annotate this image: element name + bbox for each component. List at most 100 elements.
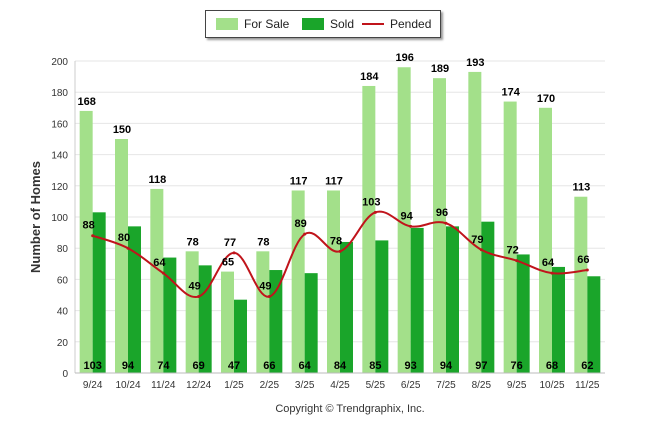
- sold-value-label: 74: [157, 360, 170, 372]
- for-sale-bar: [397, 67, 411, 374]
- pended-line-path: [92, 210, 588, 298]
- sold-value-label: 103: [83, 360, 101, 372]
- sold-bar: [304, 273, 318, 373]
- x-tick-label: 4/25: [330, 380, 350, 391]
- for-sale-value-label: 174: [501, 87, 520, 99]
- for-sale-bar: [221, 271, 234, 373]
- pended-value-label: 88: [83, 220, 95, 232]
- pended-value-label: 79: [471, 234, 483, 246]
- pended-value-label: 64: [542, 257, 555, 269]
- pended-value-label: 49: [189, 281, 201, 293]
- for-sale-value-label: 113: [572, 182, 590, 194]
- for-sale-value-label: 184: [360, 71, 379, 83]
- pended-point: [267, 295, 271, 299]
- for-sale-value-label: 78: [257, 236, 269, 248]
- y-tick-label: 80: [57, 244, 69, 255]
- y-tick-label: 0: [62, 369, 68, 380]
- pended-value-label: 96: [436, 207, 448, 219]
- pended-point: [161, 271, 165, 275]
- pended-point: [515, 259, 519, 263]
- sold-value-label: 69: [193, 360, 205, 372]
- for-sale-bar: [185, 251, 199, 373]
- sold-value-label: 94: [122, 360, 135, 372]
- y-tick-label: 120: [51, 182, 68, 193]
- y-tick-label: 60: [57, 275, 69, 286]
- pended-point: [232, 251, 236, 255]
- pended-point: [303, 232, 307, 236]
- sold-bar: [552, 266, 565, 373]
- pended-point: [550, 271, 554, 275]
- sold-bar: [481, 221, 495, 373]
- for-sale-bar: [150, 188, 164, 373]
- for-sale-bar: [433, 78, 446, 373]
- pended-value-label: 66: [577, 254, 589, 266]
- for-sale-value-label: 117: [325, 175, 343, 187]
- legend-label-sold: Sold: [330, 17, 355, 31]
- sold-bar: [163, 257, 177, 373]
- for-sale-bar: [539, 107, 552, 374]
- sold-swatch-icon: [302, 18, 324, 30]
- for-sale-bar: [503, 101, 517, 373]
- y-tick-label: 200: [51, 57, 68, 68]
- pended-point: [197, 295, 201, 299]
- sold-value-label: 97: [475, 360, 487, 372]
- for-sale-value-label: 170: [537, 93, 555, 105]
- sold-value-label: 66: [263, 360, 275, 372]
- for-sale-bar: [115, 139, 128, 373]
- pended-value-label: 49: [259, 281, 271, 293]
- x-tick-label: 3/25: [295, 380, 315, 391]
- for-sale-bar: [574, 196, 588, 373]
- for-sale-bar: [362, 85, 376, 374]
- pended-value-label: 94: [401, 210, 414, 222]
- pended-value-label: 78: [330, 235, 342, 247]
- pended-value-label: 64: [153, 257, 166, 269]
- for-sale-value-label: 189: [431, 63, 449, 75]
- pended-point: [409, 224, 413, 228]
- for-sale-value-label: 150: [113, 124, 131, 136]
- sold-bar: [375, 240, 389, 373]
- for-sale-value-label: 196: [395, 52, 413, 64]
- sold-bar: [92, 212, 106, 373]
- y-tick-label: 40: [57, 307, 69, 318]
- y-tick-label: 160: [51, 119, 68, 130]
- sold-value-label: 94: [440, 360, 453, 372]
- sold-value-label: 64: [299, 360, 312, 372]
- x-tick-label: 11/25: [575, 380, 600, 391]
- sold-bar: [516, 254, 530, 373]
- sold-value-label: 62: [581, 360, 593, 372]
- x-tick-label: 10/24: [115, 380, 140, 391]
- x-tick-label: 11/24: [151, 380, 176, 391]
- pended-point: [585, 268, 589, 272]
- sold-value-label: 47: [228, 360, 240, 372]
- y-tick-label: 140: [51, 151, 68, 162]
- sold-value-label: 85: [369, 360, 381, 372]
- for-sale-bar: [327, 190, 340, 373]
- sold-value-label: 93: [405, 360, 417, 372]
- y-axis: 0 20 40 60 80 100 120 140 160 180 200: [51, 57, 76, 380]
- sold-bar: [587, 276, 601, 373]
- x-tick-label: 8/25: [472, 380, 492, 391]
- x-tick-label: 9/24: [83, 380, 103, 391]
- for-sale-swatch-icon: [216, 18, 238, 30]
- pended-point: [373, 210, 377, 214]
- sold-bar: [340, 241, 353, 373]
- for-sale-bar: [468, 71, 482, 374]
- pended-value-label: 89: [295, 218, 307, 230]
- sold-value-label: 84: [334, 360, 347, 372]
- pended-line: [91, 210, 589, 299]
- for-sale-value-label: 78: [187, 236, 199, 248]
- legend: For Sale Sold Pended: [205, 10, 441, 38]
- for-sale-value-label: 193: [466, 57, 484, 69]
- legend-label-for-sale: For Sale: [244, 17, 290, 31]
- bars: [79, 67, 601, 374]
- pended-point: [338, 249, 342, 253]
- y-tick-label: 180: [51, 88, 68, 99]
- sold-bar: [128, 226, 141, 373]
- sold-value-label: 76: [511, 360, 523, 372]
- pended-point: [479, 248, 483, 252]
- copyright: Copyright © Trendgraphix, Inc.: [275, 403, 425, 415]
- x-tick-label: 7/25: [436, 380, 456, 391]
- x-tick-label: 9/25: [507, 380, 527, 391]
- pended-point: [91, 234, 95, 238]
